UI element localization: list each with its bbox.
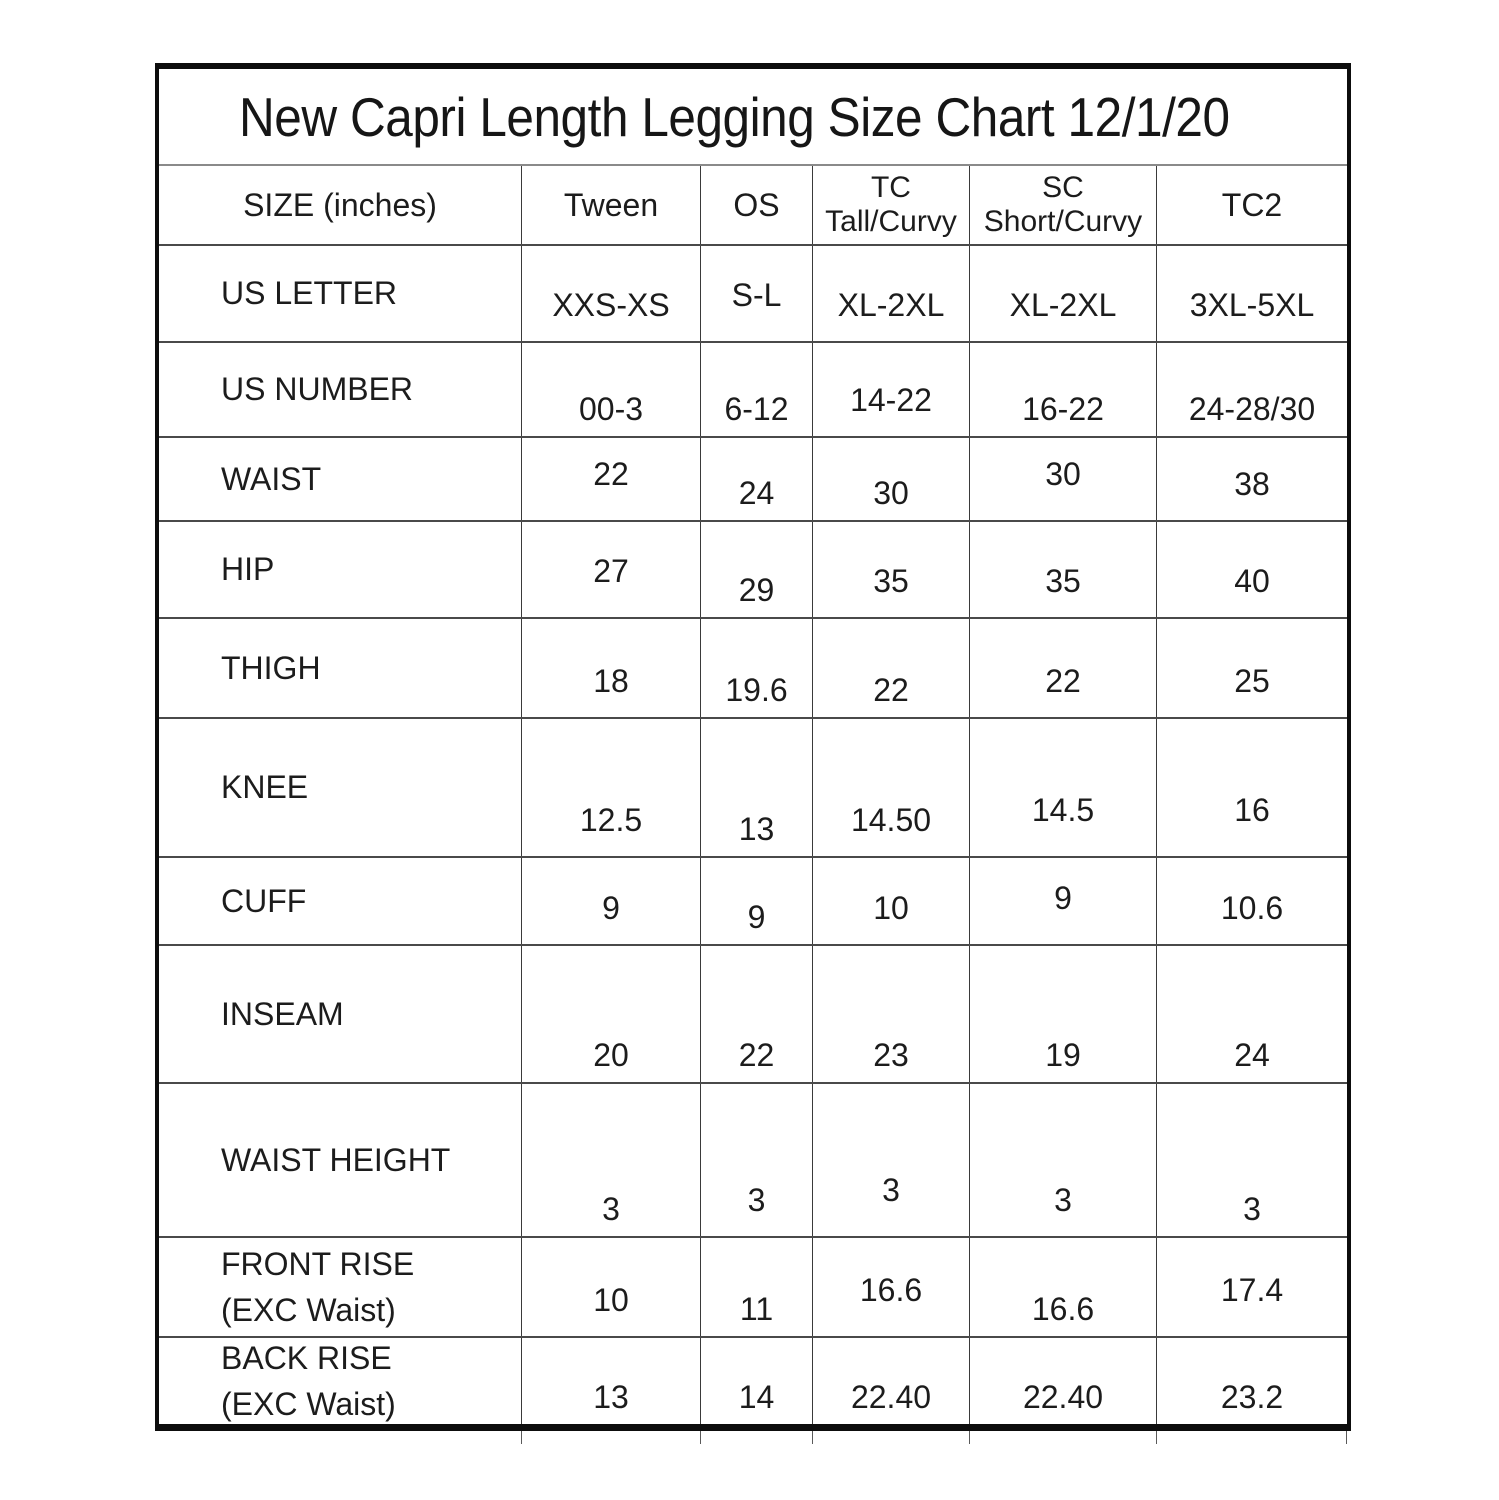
cell-value: 19.6 [701, 619, 813, 717]
cell-value: 9 [970, 858, 1157, 944]
cell-value: 9 [522, 858, 701, 944]
cell-value: 22.40 [970, 1338, 1157, 1424]
cell-value: 22 [970, 619, 1157, 717]
cell-value: 16.6 [813, 1238, 970, 1336]
column-header-tc: TC Tall/Curvy [813, 166, 970, 244]
row-label: BACK RISE (EXC Waist) [159, 1338, 522, 1424]
cell-value: 25 [1234, 663, 1270, 699]
cell-value: 23.2 [1220, 1379, 1284, 1415]
cell-value: S-L [701, 246, 813, 341]
table-row-us-number: US NUMBER 00-3 6-12 14-22 16-22 24-28/30 [159, 341, 1347, 436]
cell-value: 30 [813, 438, 970, 520]
row-label: WAIST [159, 438, 522, 520]
cell-value: 3XL-5XL [1189, 287, 1315, 323]
table-row-us-letter: US LETTER XXS-XS S-L XL-2XL XL-2XL 3XL-5… [159, 244, 1347, 341]
cell-value: 14-22 [813, 343, 970, 436]
row-label: THIGH [159, 619, 522, 717]
cell-value: 3 [970, 1084, 1157, 1236]
cell-value: XL-2XL [813, 246, 970, 341]
table-row-back-rise: BACK RISE (EXC Waist) 13 14 22.40 22.40 … [159, 1336, 1347, 1424]
row-label: US NUMBER [159, 343, 522, 436]
cell-value: 27 [522, 522, 701, 617]
cell-value: XXS-XS [522, 246, 701, 341]
cell-value: 12.5 [522, 719, 701, 856]
column-header-sc: SC Short/Curvy [970, 166, 1157, 244]
row-label: KNEE [159, 719, 522, 856]
chart-title: New Capri Length Legging Size Chart 12/1… [159, 69, 1347, 164]
row-label: FRONT RISE (EXC Waist) [159, 1238, 522, 1336]
table-row-waist-height: WAIST HEIGHT 3 3 3 3 3 [159, 1082, 1347, 1236]
column-header-tween: Tween [522, 166, 701, 244]
row-label: US LETTER [159, 246, 522, 341]
cell-value: 14 [701, 1338, 813, 1424]
table-row-front-rise: FRONT RISE (EXC Waist) 10 11 16.6 16.6 1… [159, 1236, 1347, 1336]
table-row-waist: WAIST 22 24 30 30 38 [159, 436, 1347, 520]
size-chart-table: New Capri Length Legging Size Chart 12/1… [155, 63, 1351, 1444]
row-label: HIP [159, 522, 522, 617]
cell-value: 35 [813, 522, 970, 617]
table-frame: New Capri Length Legging Size Chart 12/1… [155, 63, 1351, 1431]
cell-value: 24 [701, 438, 813, 520]
cell-value: 10.6 [1220, 890, 1284, 926]
cell-value: 3 [701, 1084, 813, 1236]
cell-value: 19 [970, 946, 1157, 1082]
cell-value: 6-12 [701, 343, 813, 436]
cell-value: 40 [1234, 563, 1270, 599]
cell-value: 22 [522, 438, 701, 520]
cell-value: 22 [701, 946, 813, 1082]
cell-value: 3 [813, 1084, 970, 1236]
table-row-hip: HIP 27 29 35 35 40 [159, 520, 1347, 617]
cell-value: 13 [522, 1338, 701, 1424]
cell-value: 16.6 [970, 1238, 1157, 1336]
cell-value: 10 [522, 1238, 701, 1336]
column-header-tc2: TC2 [1221, 186, 1283, 223]
table-row-inseam: INSEAM 20 22 23 19 24 [159, 944, 1347, 1082]
cell-value: 23 [813, 946, 970, 1082]
bottom-line-stubs [159, 1431, 1351, 1444]
table-row-knee: KNEE 12.5 13 14.50 14.5 16 [159, 717, 1347, 856]
cell-value: 38 [1234, 466, 1270, 502]
cell-value: 3 [1243, 1191, 1261, 1227]
cell-value: 16 [1234, 792, 1270, 828]
column-header-os: OS [701, 166, 813, 244]
cell-value: 16-22 [970, 343, 1157, 436]
cell-value: 24-28/30 [1188, 391, 1316, 427]
cell-value: 14.50 [813, 719, 970, 856]
cell-value: 30 [970, 438, 1157, 520]
cell-value: 14.5 [970, 719, 1157, 856]
row-label: WAIST HEIGHT [159, 1084, 522, 1236]
cell-value: 24 [1234, 1037, 1270, 1073]
cell-value: 11 [701, 1238, 813, 1336]
cell-value: 9 [701, 858, 813, 944]
cell-value: 35 [970, 522, 1157, 617]
table-row-cuff: CUFF 9 9 10 9 10.6 [159, 856, 1347, 944]
row-label: INSEAM [159, 946, 522, 1082]
table-header-row: SIZE (inches) Tween OS TC Tall/Curvy SC … [159, 164, 1347, 244]
cell-value: 10 [813, 858, 970, 944]
cell-value: 18 [522, 619, 701, 717]
row-label: CUFF [159, 858, 522, 944]
cell-value: 13 [701, 719, 813, 856]
cell-value: 00-3 [522, 343, 701, 436]
column-header-size: SIZE (inches) [159, 166, 522, 244]
table-row-thigh: THIGH 18 19.6 22 22 25 [159, 617, 1347, 717]
cell-value: XL-2XL [970, 246, 1157, 341]
cell-value: 22 [813, 619, 970, 717]
cell-value: 22.40 [813, 1338, 970, 1424]
cell-value: 3 [522, 1084, 701, 1236]
cell-value: 20 [522, 946, 701, 1082]
cell-value: 17.4 [1220, 1272, 1284, 1308]
cell-value: 29 [701, 522, 813, 617]
chart-title-text: New Capri Length Legging Size Chart 12/1… [239, 85, 1230, 148]
